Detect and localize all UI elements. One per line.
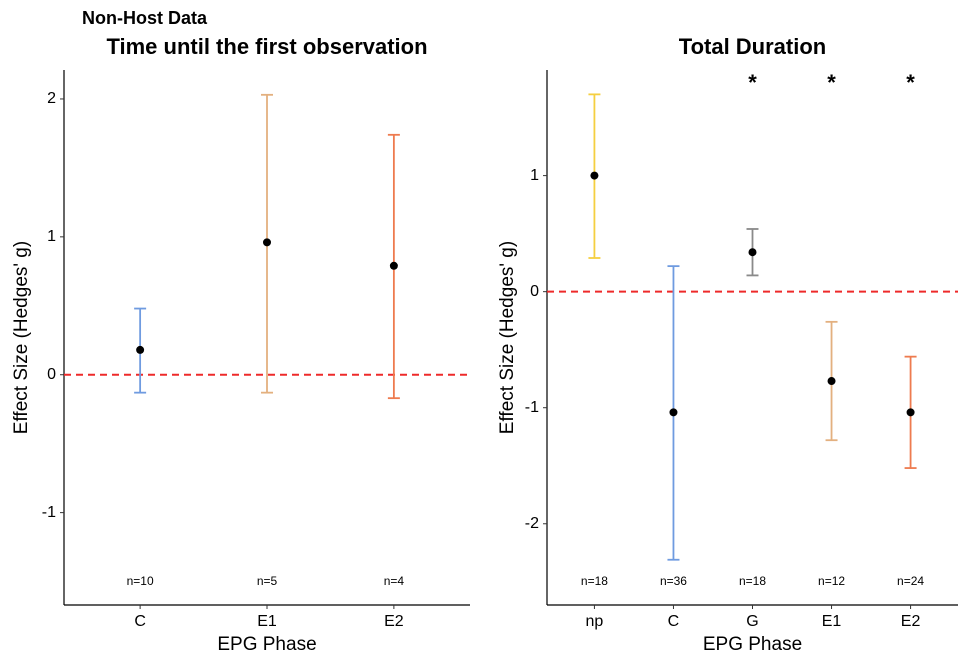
x-tick-label: E1	[257, 613, 277, 630]
y-tick-label: -2	[525, 515, 539, 532]
point	[590, 171, 599, 180]
y-axis-label: Effect Size (Hedges' g)	[11, 241, 32, 434]
n-label: n=18	[581, 574, 608, 588]
suptitle: Non-Host Data	[82, 8, 208, 28]
x-tick-label: E1	[822, 613, 842, 630]
y-axis-label: Effect Size (Hedges' g)	[497, 241, 518, 434]
y-tick-label: 1	[530, 167, 539, 184]
x-tick-label: C	[134, 613, 146, 630]
y-tick-label: 2	[47, 90, 56, 107]
n-label: n=12	[818, 574, 845, 588]
point	[263, 238, 271, 247]
point	[748, 248, 757, 257]
chart-title: Time until the first observation	[106, 34, 427, 59]
y-tick-label: -1	[525, 399, 539, 416]
point	[669, 408, 678, 417]
x-axis-label: EPG Phase	[703, 634, 802, 655]
y-tick-label: 0	[47, 366, 56, 383]
x-tick-label: G	[746, 613, 758, 630]
x-axis-label: EPG Phase	[217, 634, 316, 655]
significance-label: *	[827, 70, 836, 95]
x-tick-label: E2	[901, 613, 921, 630]
point	[136, 345, 145, 354]
n-label: n=10	[127, 574, 154, 588]
significance-label: *	[748, 70, 757, 95]
x-tick-label: C	[668, 613, 680, 630]
y-tick-label: -1	[42, 504, 56, 521]
n-label: n=24	[897, 574, 924, 588]
x-tick-label: E2	[384, 613, 404, 630]
y-tick-label: 0	[530, 283, 539, 300]
y-tick-label: 1	[47, 228, 56, 245]
x-tick-label: np	[586, 613, 604, 630]
significance-label: *	[906, 70, 915, 95]
point	[827, 377, 836, 386]
n-label: n=36	[660, 574, 687, 588]
chart-title: Total Duration	[679, 34, 826, 59]
n-label: n=4	[384, 574, 405, 588]
point	[389, 261, 398, 270]
n-label: n=18	[739, 574, 766, 588]
n-label: n=5	[257, 574, 278, 588]
point	[906, 408, 915, 417]
